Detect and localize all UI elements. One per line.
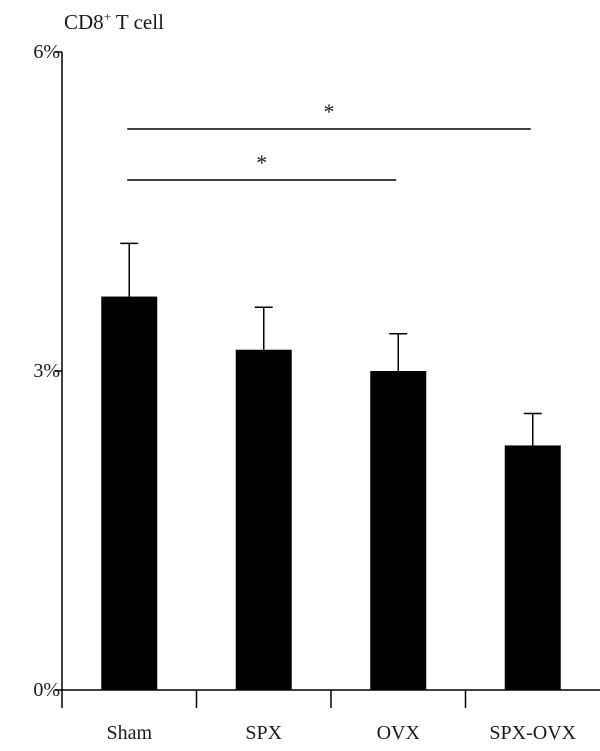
chart-title-superscript: +	[104, 9, 111, 24]
x-tick-label: Sham	[106, 722, 152, 744]
x-tick-label: OVX	[377, 722, 421, 744]
bar	[504, 445, 561, 690]
chart-title: CD8+ T cell	[64, 9, 164, 34]
plot-area: 0% 3% 6% Sham SPX OVX SPX-OVX * *	[33, 41, 600, 744]
x-tick-label: SPX-OVX	[489, 722, 576, 744]
significance-label: *	[324, 99, 335, 124]
y-tick-label: 0%	[33, 679, 60, 701]
significance-label: *	[256, 150, 267, 175]
bar	[101, 296, 158, 690]
bar	[235, 349, 292, 690]
y-tick-label: 3%	[33, 360, 60, 382]
y-tick-label: 6%	[33, 41, 60, 63]
x-tick-label: SPX	[245, 722, 282, 744]
bar	[370, 371, 427, 690]
